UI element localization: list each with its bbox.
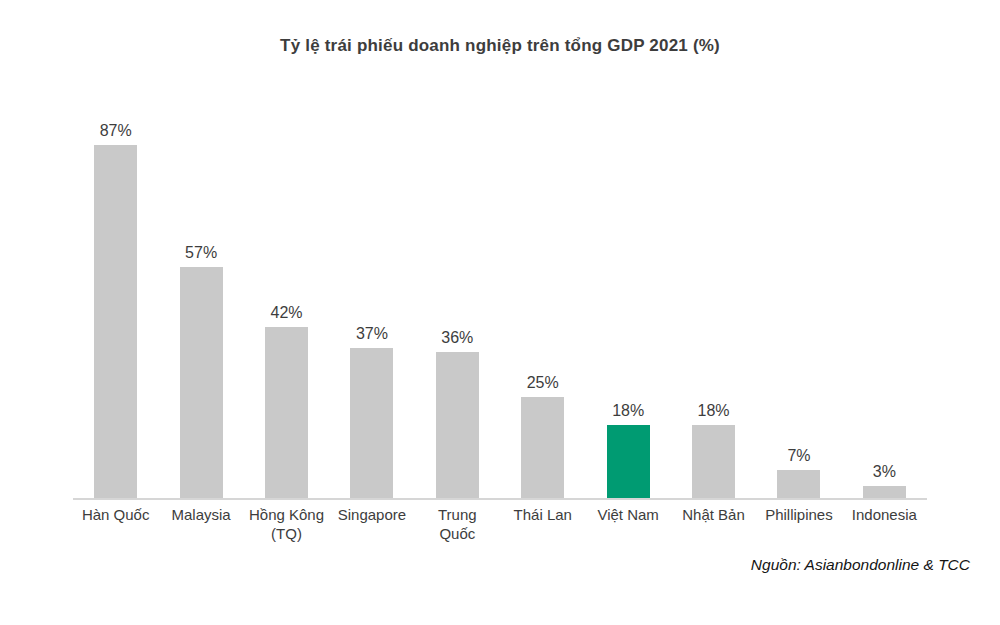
bar-highlighted (607, 425, 650, 498)
bar (863, 486, 906, 498)
x-axis-label: Thái Lan (500, 506, 585, 544)
bar (180, 267, 223, 498)
bar-value-label: 25% (527, 374, 559, 392)
bar-value-label: 42% (271, 304, 303, 322)
bar-chart: Tỷ lệ trái phiếu doanh nghiệp trên tổng … (0, 0, 1000, 625)
bar-column: 37% (329, 92, 414, 498)
x-axis-label: Phillipines (756, 506, 841, 544)
bar-column: 18% (671, 92, 756, 498)
x-axis-label: Nhật Bản (671, 506, 756, 544)
x-axis-label: Hàn Quốc (73, 506, 158, 544)
bar-value-label: 3% (873, 463, 896, 481)
bar (265, 327, 308, 498)
bar-value-label: 18% (612, 402, 644, 420)
plot-area: 87% 57% 42% 37% 36% 25% 18% 18% 7% 3% (73, 92, 927, 500)
bar (692, 425, 735, 498)
bar-value-label: 57% (185, 244, 217, 262)
x-axis-label: Hồng Kông (TQ) (244, 506, 329, 544)
bar-value-label: 37% (356, 325, 388, 343)
source-note: Nguồn: Asianbondonline & TCC (751, 556, 970, 574)
x-axis-label: Trung Quốc (415, 506, 500, 544)
bar-value-label: 36% (441, 329, 473, 347)
bar (94, 145, 137, 498)
bar-value-label: 7% (787, 447, 810, 465)
bar-value-label: 18% (698, 402, 730, 420)
bar (350, 348, 393, 498)
x-axis-label: Indonesia (842, 506, 927, 544)
x-axis-labels: Hàn QuốcMalaysiaHồng Kông (TQ)SingaporeT… (73, 506, 927, 544)
bar (521, 397, 564, 499)
chart-title: Tỷ lệ trái phiếu doanh nghiệp trên tổng … (0, 36, 1000, 56)
bar-column: 7% (756, 92, 841, 498)
bar-column: 25% (500, 92, 585, 498)
bar (777, 470, 820, 498)
bar-column: 36% (415, 92, 500, 498)
bar (436, 352, 479, 498)
x-axis-label: Malaysia (158, 506, 243, 544)
bar-column: 18% (585, 92, 670, 498)
bar-column: 42% (244, 92, 329, 498)
x-axis-label: Singapore (329, 506, 414, 544)
bar-column: 87% (73, 92, 158, 498)
bar-column: 57% (158, 92, 243, 498)
x-axis-label: Việt Nam (585, 506, 670, 544)
bar-value-label: 87% (100, 122, 132, 140)
bar-column: 3% (842, 92, 927, 498)
